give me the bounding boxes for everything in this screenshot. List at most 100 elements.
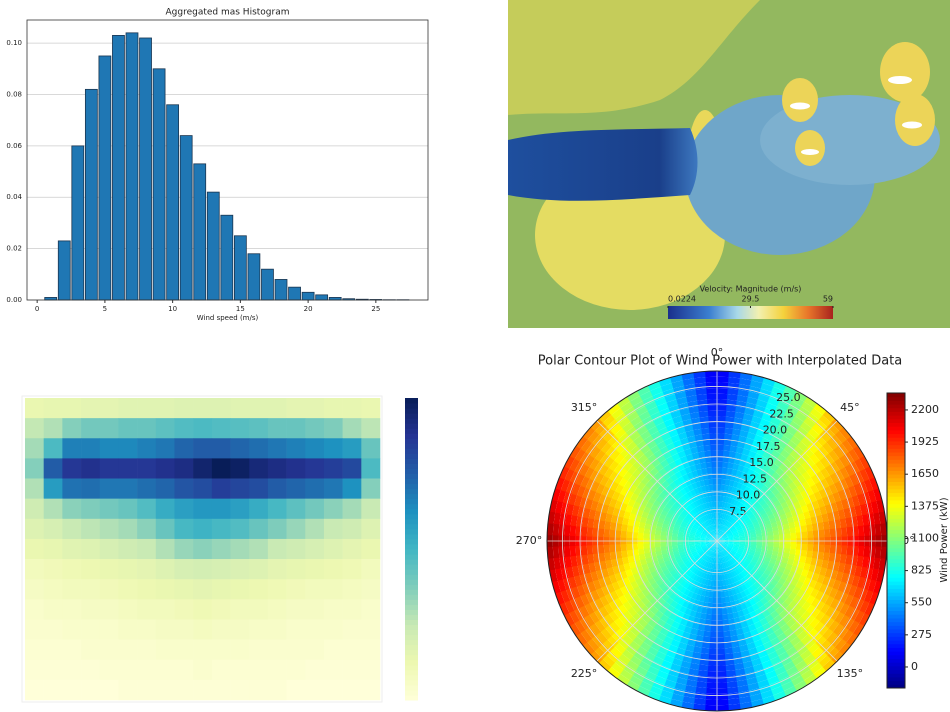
contour-cell [658, 491, 667, 500]
contour-cell [688, 535, 695, 539]
contour-cell [606, 566, 615, 577]
colorbar-segment [887, 533, 905, 538]
contour-cell [733, 599, 741, 607]
heatmap-cell [25, 599, 44, 620]
contour-cell [709, 507, 714, 514]
contour-cell [610, 646, 623, 659]
contour-cell [552, 534, 559, 547]
contour-cell [555, 500, 564, 514]
heatmap-cell [193, 398, 213, 419]
contour-cell [706, 467, 713, 474]
contour-cell [728, 541, 734, 543]
colorbar-segment [405, 483, 418, 490]
contour-cell [719, 495, 724, 502]
contour-cell [827, 422, 840, 436]
contour-cell [737, 639, 747, 647]
contour-cell [756, 542, 763, 546]
heatmap-cell [230, 458, 250, 479]
contour-cell [722, 461, 729, 469]
heatmap-cell [230, 498, 250, 520]
contour-cell [815, 419, 828, 432]
contour-cell [694, 541, 701, 544]
contour-cell [770, 579, 779, 587]
contour-cell [643, 636, 654, 647]
contour-cell [752, 410, 765, 419]
contour-cell [824, 453, 835, 466]
contour-cell [705, 567, 710, 574]
contour-cell [666, 442, 677, 451]
contour-cell [665, 589, 674, 598]
colorbar-segment [887, 647, 905, 652]
contour-cell [626, 659, 639, 671]
contour-cell [760, 437, 771, 447]
contour-cell [794, 390, 808, 403]
contour-cell [684, 528, 691, 533]
contour-cell [765, 523, 773, 529]
contour-cell [846, 436, 859, 450]
contour-cell [663, 519, 670, 526]
contour-cell [750, 490, 758, 498]
contour-cell [647, 453, 658, 463]
contour-cell [663, 579, 671, 587]
heatmap-cell [81, 619, 101, 640]
contour-cell [701, 553, 707, 559]
contour-cell [752, 566, 760, 573]
contour-cell [708, 422, 718, 428]
heatmap-cell [342, 619, 362, 640]
contour-cell [693, 475, 701, 483]
colorbar-tick-label: 2200 [911, 403, 939, 416]
contour-cell [707, 534, 713, 539]
contour-cell [728, 624, 736, 631]
contour-cell [732, 512, 738, 519]
heatmap-cell [155, 559, 175, 580]
contour-cell [837, 581, 847, 593]
contour-cell [759, 654, 771, 664]
contour-cell [607, 434, 620, 447]
contour-cell [789, 622, 800, 633]
contour-cell [751, 616, 760, 625]
contour-cell [800, 549, 808, 558]
contour-cell [718, 524, 721, 530]
contour-cell [733, 543, 740, 547]
contour-cell [564, 599, 575, 614]
contour-cell [700, 571, 706, 579]
contour-cell [614, 642, 626, 654]
contour-cell [788, 521, 796, 529]
contour-cell [706, 527, 711, 533]
contour-cell [713, 518, 716, 525]
contour-cell [863, 546, 870, 558]
contour-cell [701, 509, 706, 516]
contour-cell [822, 643, 835, 656]
contour-cell [797, 561, 805, 570]
colorbar-segment [887, 570, 905, 575]
contour-cell [664, 393, 678, 403]
contour-cell [705, 541, 712, 544]
contour-cell [711, 461, 718, 468]
heatmap-cell [155, 599, 175, 620]
contour-cell [828, 450, 840, 463]
contour-cell [722, 507, 727, 514]
contour-cell [738, 530, 744, 535]
contour-cell [731, 548, 738, 553]
contour-cell [696, 445, 705, 453]
contour-cell [864, 535, 870, 548]
contour-cell [685, 551, 692, 556]
contour-cell [762, 535, 768, 540]
contour-cell [689, 411, 701, 420]
contour-cell [677, 497, 685, 505]
contour-cell [673, 485, 681, 494]
contour-cell [749, 693, 763, 702]
heatmap-cell [81, 458, 101, 479]
heatmap-cell [361, 458, 381, 479]
contour-cell [781, 390, 795, 402]
contour-cell [722, 625, 730, 632]
contour-cell [813, 403, 827, 416]
contour-cell [695, 533, 701, 537]
contour-cell [660, 534, 667, 540]
contour-cell [786, 440, 798, 451]
colorbar-segment [887, 426, 905, 431]
contour-cell [722, 542, 728, 546]
contour-cell [751, 518, 758, 524]
contour-cell [669, 592, 678, 601]
contour-cell [869, 524, 876, 537]
